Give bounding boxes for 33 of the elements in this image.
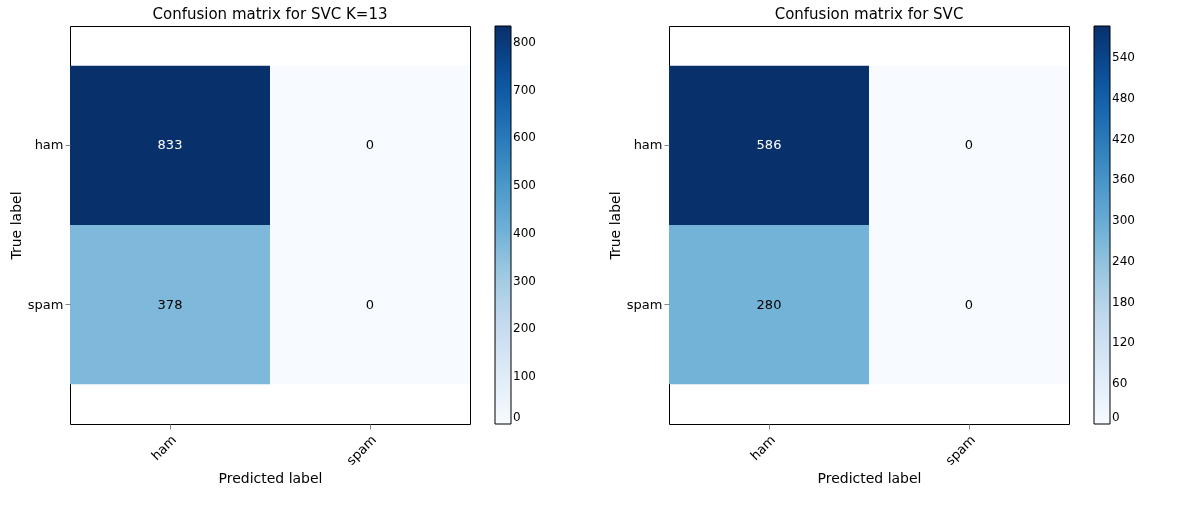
color-bar-label: 0	[1112, 410, 1120, 424]
color-bar-label: 600	[513, 130, 536, 145]
data-label: 833	[157, 137, 183, 153]
color-bar-label: 540	[1112, 50, 1135, 65]
data-label: 0	[365, 296, 375, 312]
y-axis-title: True label	[7, 191, 24, 261]
color-bar-label: 800	[513, 34, 536, 49]
color-bar-label: 60	[1112, 376, 1128, 391]
data-label: 378	[157, 296, 183, 312]
y-axis-title: True label	[606, 191, 623, 261]
color-bar-label: 480	[1112, 90, 1135, 105]
color-bar-label: 400	[513, 225, 536, 240]
color-bar-label: 700	[513, 82, 536, 97]
color-bar-label: 360	[1112, 172, 1135, 187]
color-bar-label: 500	[513, 178, 536, 193]
color-bar-label: 240	[1112, 254, 1135, 268]
data-label: 280	[756, 296, 782, 312]
color-bar-label: 120	[1112, 335, 1135, 350]
data-label: 0	[365, 137, 375, 153]
color-bar-label: 300	[513, 273, 536, 288]
x-axis-title: Predicted label	[817, 469, 922, 486]
color-bar-label: 200	[513, 321, 536, 336]
color-bar-label: 100	[513, 369, 536, 384]
x-axis-title: Predicted label	[218, 469, 323, 486]
data-label: 0	[964, 137, 974, 153]
data-label: 0	[964, 296, 974, 312]
chart-title: Confusion matrix for SVC	[774, 5, 964, 23]
color-bar-label: 300	[1112, 213, 1135, 228]
color-bar-label: 420	[1112, 131, 1135, 146]
color-bar-label: 180	[1112, 294, 1135, 309]
color-bar-label: 0	[513, 410, 521, 424]
chart-title: Confusion matrix for SVC K=13	[152, 5, 388, 23]
data-label: 586	[756, 137, 782, 153]
